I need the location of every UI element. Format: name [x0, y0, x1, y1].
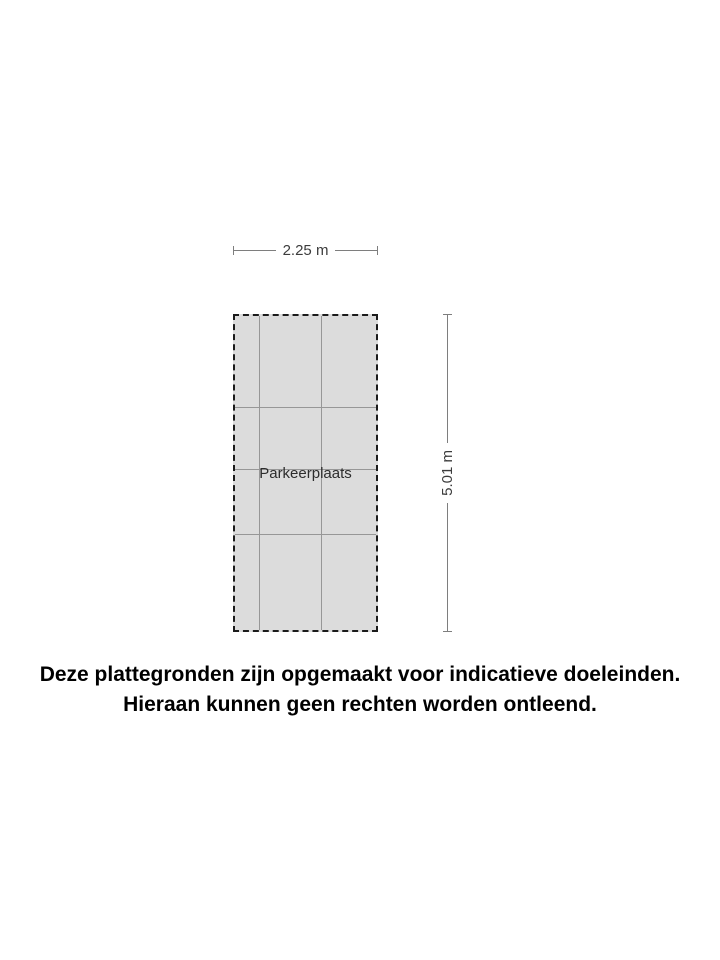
disclaimer-line-2: Hieraan kunnen geen rechten worden ontle…: [123, 693, 597, 716]
grid-line-horizontal: [235, 469, 376, 470]
dimension-tick-right: [377, 245, 379, 255]
parking-space-outline: Parkeerplaats: [233, 314, 378, 632]
dimension-line-segment: [335, 249, 378, 251]
dimension-tick-top: [442, 314, 452, 315]
height-dimension: 5.01 m: [437, 314, 457, 633]
dimension-line-segment: [446, 315, 448, 444]
dimension-line-segment: [446, 502, 448, 632]
grid-line-vertical: [321, 316, 322, 630]
room-label: Parkeerplaats: [259, 465, 352, 482]
grid-line-horizontal: [235, 534, 376, 535]
grid-line-horizontal: [235, 407, 376, 408]
width-dimension-label: 2.25 m: [282, 241, 329, 259]
width-dimension: 2.25 m: [233, 236, 379, 264]
disclaimer-text: Deze plattegronden zijn opgemaakt voor i…: [0, 660, 720, 720]
dimension-tick-left: [233, 245, 234, 255]
height-dimension-label: 5.01 m: [438, 450, 456, 496]
disclaimer-line-1: Deze plattegronden zijn opgemaakt voor i…: [39, 663, 681, 686]
grid-line-vertical: [259, 316, 260, 630]
dimension-tick-bottom: [442, 631, 452, 633]
dimension-line-segment: [234, 249, 276, 251]
